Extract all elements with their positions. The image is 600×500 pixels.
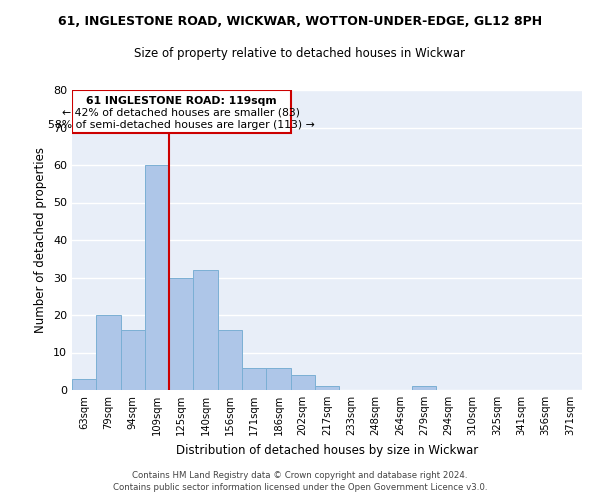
- Bar: [315, 386, 339, 390]
- Text: 61 INGLESTONE ROAD: 119sqm: 61 INGLESTONE ROAD: 119sqm: [86, 96, 277, 106]
- Bar: [121, 330, 145, 390]
- Bar: [290, 375, 315, 390]
- Y-axis label: Number of detached properties: Number of detached properties: [34, 147, 47, 333]
- Bar: [218, 330, 242, 390]
- Text: 61, INGLESTONE ROAD, WICKWAR, WOTTON-UNDER-EDGE, GL12 8PH: 61, INGLESTONE ROAD, WICKWAR, WOTTON-UND…: [58, 15, 542, 28]
- Bar: [266, 368, 290, 390]
- Text: 58% of semi-detached houses are larger (113) →: 58% of semi-detached houses are larger (…: [48, 120, 314, 130]
- Text: Size of property relative to detached houses in Wickwar: Size of property relative to detached ho…: [134, 48, 466, 60]
- Text: Contains public sector information licensed under the Open Government Licence v3: Contains public sector information licen…: [113, 484, 487, 492]
- Bar: [72, 379, 96, 390]
- Bar: [145, 165, 169, 390]
- Bar: [96, 315, 121, 390]
- Text: ← 42% of detached houses are smaller (83): ← 42% of detached houses are smaller (83…: [62, 108, 300, 118]
- Text: Contains HM Land Registry data © Crown copyright and database right 2024.: Contains HM Land Registry data © Crown c…: [132, 471, 468, 480]
- Bar: [72, 90, 290, 133]
- Bar: [242, 368, 266, 390]
- X-axis label: Distribution of detached houses by size in Wickwar: Distribution of detached houses by size …: [176, 444, 478, 456]
- Bar: [193, 270, 218, 390]
- Bar: [412, 386, 436, 390]
- Bar: [169, 278, 193, 390]
